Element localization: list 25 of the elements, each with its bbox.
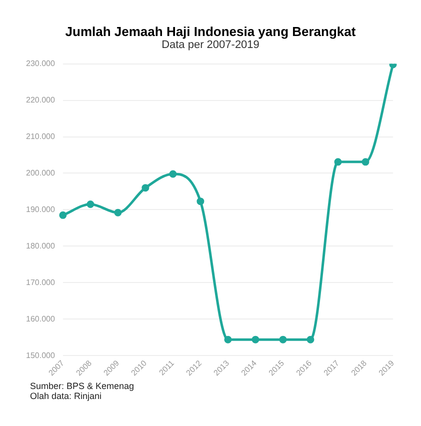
point xyxy=(169,170,177,178)
y-tick-label: 210.000 xyxy=(26,132,56,141)
point xyxy=(59,211,67,219)
point xyxy=(114,208,122,216)
point xyxy=(86,200,94,208)
point xyxy=(142,184,150,192)
chart-title: Jumlah Jemaah Haji Indonesia yang Berangkat xyxy=(64,23,357,39)
chart-subtitle: Data per 2007-2019 xyxy=(160,39,260,51)
text: Sumber: BPS & Kemenag xyxy=(30,381,136,391)
point xyxy=(306,336,314,344)
point xyxy=(196,198,204,206)
y-tick-label: 230.000 xyxy=(26,59,56,68)
y-tick-label: 190.000 xyxy=(26,204,56,214)
point xyxy=(279,336,287,344)
y-tick-label: 220.000 xyxy=(26,95,56,104)
point xyxy=(252,336,260,344)
point xyxy=(362,158,370,166)
y-tick-label: 180.000 xyxy=(26,241,56,250)
y-tick-label: 150.000 xyxy=(26,350,56,360)
point xyxy=(224,336,232,344)
point xyxy=(334,158,342,166)
y-tick-label: 160.000 xyxy=(26,314,56,324)
y-tick-label: 170.000 xyxy=(26,278,56,287)
y-tick-label: 200.000 xyxy=(26,168,56,178)
text: Olah data: Rinjani xyxy=(30,391,103,401)
